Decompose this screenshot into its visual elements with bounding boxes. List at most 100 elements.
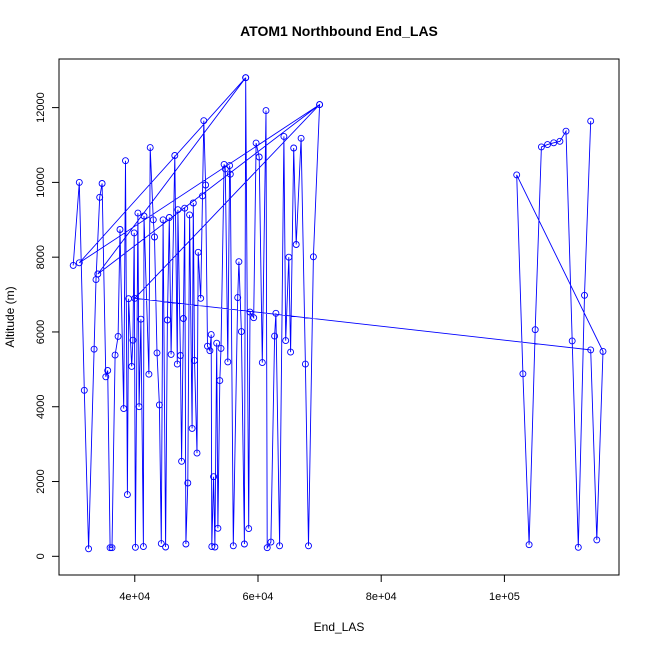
data-point bbox=[599, 347, 607, 355]
data-point bbox=[130, 229, 138, 237]
data-point bbox=[255, 153, 263, 161]
data-point bbox=[214, 524, 222, 532]
data-point bbox=[137, 315, 145, 323]
data-point bbox=[111, 351, 119, 359]
data-point bbox=[114, 332, 122, 340]
data-point bbox=[217, 344, 225, 352]
data-point bbox=[556, 137, 564, 145]
y-tick-label: 12000 bbox=[35, 92, 47, 123]
data-point bbox=[85, 545, 93, 553]
data-point bbox=[174, 206, 182, 214]
data-point bbox=[206, 347, 214, 355]
data-point bbox=[272, 309, 280, 317]
data-point bbox=[129, 336, 137, 344]
data-point bbox=[290, 144, 298, 152]
x-tick-label: 1e+05 bbox=[489, 591, 520, 603]
data-point bbox=[581, 291, 588, 299]
data-point bbox=[242, 74, 250, 82]
data-point bbox=[252, 139, 260, 147]
data-point bbox=[184, 479, 192, 487]
data-point bbox=[587, 117, 595, 125]
data-point bbox=[544, 141, 551, 149]
data-point bbox=[246, 308, 254, 316]
data-point bbox=[207, 331, 215, 339]
data-point bbox=[568, 337, 576, 345]
data-point bbox=[191, 356, 198, 364]
data-point bbox=[145, 370, 153, 378]
data-point bbox=[189, 199, 197, 207]
data-point bbox=[135, 403, 143, 411]
y-tick-label: 0 bbox=[35, 553, 47, 559]
x-tick-label: 6e+04 bbox=[243, 591, 274, 603]
data-point bbox=[106, 544, 114, 552]
data-point bbox=[94, 270, 102, 278]
data-point bbox=[123, 491, 131, 499]
data-point bbox=[226, 170, 234, 178]
data-point bbox=[213, 339, 221, 347]
data-point bbox=[305, 542, 312, 550]
x-axis-label: End_LAS bbox=[314, 620, 365, 634]
data-point bbox=[537, 143, 545, 151]
data-point bbox=[550, 139, 558, 147]
y-tick-label: 10000 bbox=[35, 167, 47, 198]
data-point bbox=[165, 214, 173, 221]
data-point bbox=[593, 536, 601, 544]
data-point bbox=[149, 216, 157, 224]
y-tick-label: 4000 bbox=[35, 394, 47, 418]
data-point bbox=[301, 360, 309, 368]
data-point bbox=[587, 346, 595, 354]
data-point bbox=[80, 386, 88, 394]
data-point bbox=[297, 134, 305, 142]
data-point bbox=[276, 542, 284, 550]
data-point bbox=[271, 332, 279, 340]
data-point bbox=[98, 180, 106, 187]
x-tick-label: 8e+04 bbox=[366, 591, 397, 603]
data-point bbox=[146, 144, 154, 152]
data-point bbox=[250, 314, 258, 322]
data-point bbox=[173, 360, 181, 368]
data-point bbox=[131, 543, 139, 551]
data-point bbox=[208, 543, 216, 551]
data-point bbox=[240, 540, 248, 548]
data-point bbox=[102, 373, 110, 381]
data-point bbox=[199, 192, 206, 200]
data-point bbox=[181, 204, 189, 212]
data-point bbox=[167, 350, 175, 358]
data-point bbox=[309, 253, 317, 261]
data-point bbox=[267, 538, 275, 546]
data-point bbox=[525, 541, 533, 549]
data-point bbox=[211, 543, 219, 551]
data-point bbox=[285, 253, 293, 261]
data-point bbox=[229, 542, 237, 550]
data-point bbox=[234, 294, 242, 302]
data-point bbox=[194, 248, 202, 256]
data-point bbox=[221, 165, 229, 173]
data-point bbox=[197, 294, 205, 302]
data-point bbox=[96, 193, 104, 201]
data-point bbox=[287, 348, 295, 356]
data-point bbox=[134, 209, 142, 217]
data-point bbox=[519, 370, 527, 378]
data-point bbox=[69, 261, 77, 269]
data-point bbox=[316, 101, 324, 109]
data-point bbox=[245, 525, 253, 533]
data-point bbox=[513, 171, 521, 179]
data-point bbox=[193, 449, 201, 457]
data-point bbox=[235, 258, 243, 266]
data-point bbox=[75, 259, 83, 267]
data-point bbox=[75, 178, 83, 186]
series-layer bbox=[69, 74, 607, 553]
data-point bbox=[263, 544, 271, 552]
data-point bbox=[216, 377, 224, 385]
data-point bbox=[574, 543, 582, 551]
y-axis: 0 2000 4000 6000 8000 10000 12000 bbox=[35, 92, 60, 559]
data-point bbox=[226, 162, 234, 170]
data-point bbox=[176, 352, 184, 359]
data-point bbox=[262, 107, 270, 115]
data-point bbox=[162, 543, 170, 551]
y-tick-label: 8000 bbox=[35, 245, 47, 269]
data-point bbox=[104, 367, 112, 374]
data-point bbox=[224, 358, 232, 366]
data-point bbox=[179, 315, 187, 322]
data-point bbox=[171, 152, 179, 159]
